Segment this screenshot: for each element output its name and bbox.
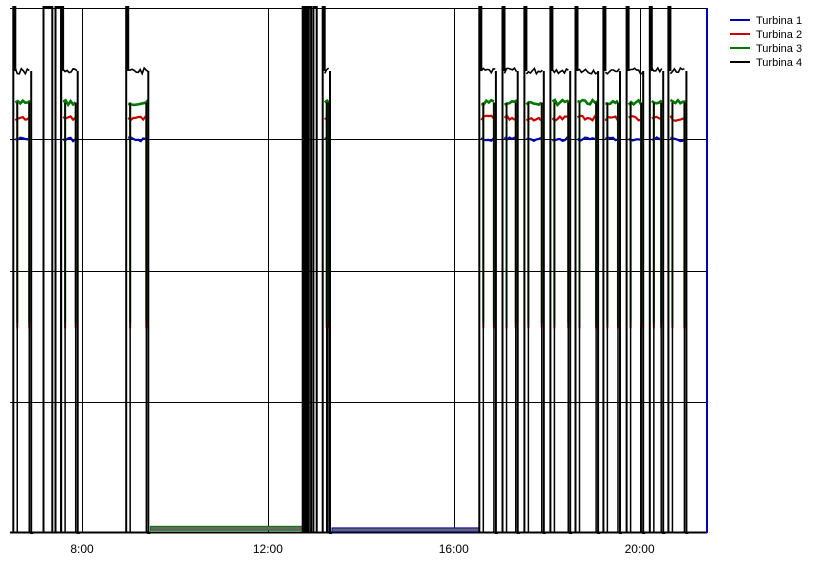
turbina-3-line (577, 97, 599, 106)
x-tick-label: 12:00 (253, 542, 283, 556)
turbina-3-line (127, 99, 150, 107)
turbina-4-spike (305, 6, 309, 533)
turbina-4-envelope (12, 6, 34, 534)
turbina-1-line (576, 136, 598, 143)
turbina-4-line (14, 67, 30, 76)
pulse-2 (42, 6, 54, 533)
turbina-2-line (127, 115, 149, 122)
turbina-4-envelope (125, 6, 151, 534)
turbina-4-envelope (667, 6, 689, 534)
turbina-4-line (480, 67, 496, 75)
pulse-13 (523, 6, 546, 534)
turbina-4-line (651, 66, 663, 74)
pulse-12 (501, 6, 520, 534)
pulse-11 (478, 6, 498, 534)
pulse-19 (667, 6, 689, 534)
x-tick-label: 16:00 (439, 542, 469, 556)
turbina-4-envelope (478, 6, 498, 534)
turbina-4-spike (301, 6, 306, 533)
turbina-4-line (604, 68, 621, 75)
axis-layer: 8:00 12:00 16:00 20:00 (70, 542, 655, 556)
turbina-4-line (62, 67, 78, 74)
turbina-4-spike (307, 6, 313, 533)
turbina-3-line (669, 98, 686, 105)
turbina-4-envelope (648, 6, 666, 534)
turbina-4-envelope (574, 6, 601, 534)
turbina-4-line (551, 68, 569, 75)
turbina-4-line (323, 67, 330, 74)
legend-label: Turbina 4 (756, 57, 802, 69)
turbina-4-line (503, 66, 518, 74)
legend-label: Turbina 3 (756, 43, 802, 55)
pulse-18 (648, 6, 666, 534)
turbina-3-line (14, 98, 32, 106)
pulse-6 (301, 6, 306, 533)
x-tick-label: 20:00 (625, 542, 655, 556)
turbina-4-envelope (602, 6, 622, 534)
pulse-17 (625, 6, 646, 534)
turbina-4-envelope (321, 6, 332, 534)
pulse-16 (602, 6, 622, 534)
turbina-3-line (525, 100, 543, 107)
pulse-5 (125, 6, 151, 534)
pulse-8 (307, 6, 313, 533)
turbina-4-line (525, 67, 543, 76)
pulse-1 (12, 6, 34, 534)
pulse-9 (312, 6, 318, 533)
turbina-3-line (651, 99, 663, 105)
pulse-15 (574, 6, 601, 534)
turbina-1-line (128, 136, 149, 143)
turbina-4-envelope (60, 6, 80, 534)
turbina-4-line (577, 68, 598, 75)
turbina-3-line (62, 98, 77, 108)
turbina-4-spike (312, 6, 318, 533)
pulse-10 (321, 6, 332, 534)
turbina-4-envelope (501, 6, 520, 534)
turbina-4-line (128, 66, 149, 76)
legend-label: Turbina 2 (756, 29, 802, 41)
baseline-bar (331, 527, 480, 533)
turbina-2-line (576, 114, 599, 122)
turbina-4-envelope (523, 6, 546, 534)
x-tick-label: 8:00 (70, 542, 94, 556)
pulse-14 (549, 6, 573, 534)
plot-layer (10, 6, 708, 534)
pulse-4 (60, 6, 80, 534)
legend-label: Turbina 1 (756, 15, 802, 27)
baseline-bar (149, 525, 304, 531)
turbina-4-envelope (625, 6, 646, 534)
turbina-3-line (551, 98, 571, 108)
pulse-7 (305, 6, 309, 533)
turbina-4-line (628, 67, 643, 75)
turbina-4-envelope (549, 6, 573, 534)
legend: Turbina 1 Turbina 2 Turbina 3 Turbina 4 (730, 15, 802, 69)
turbina-4-spike (42, 6, 54, 533)
turbina-4-line (669, 66, 685, 75)
